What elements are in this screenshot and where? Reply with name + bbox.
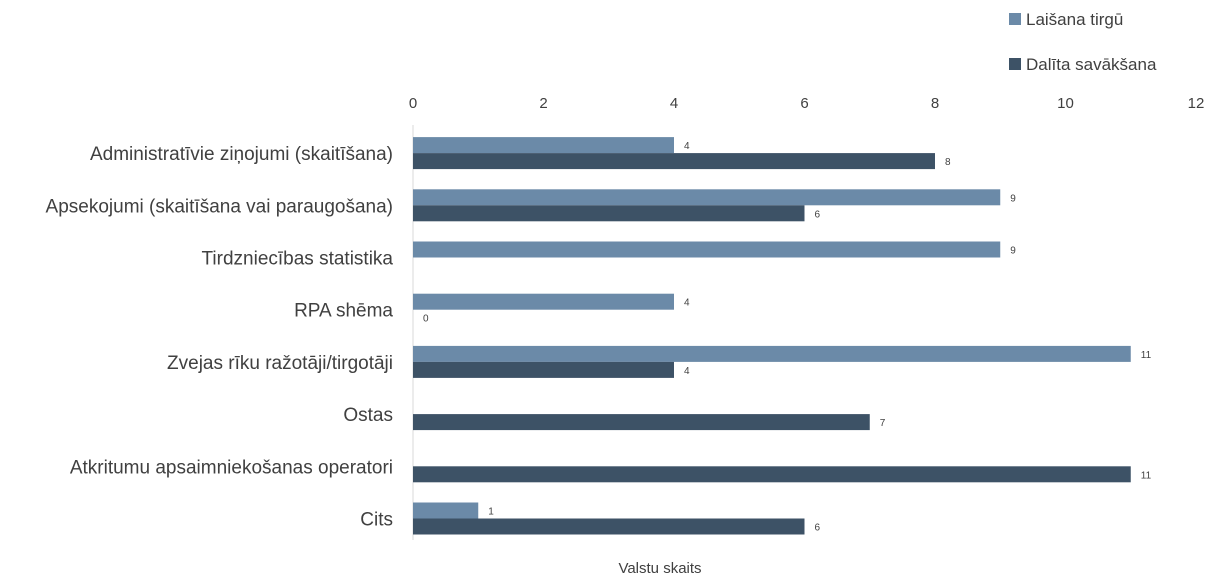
data-label: 4: [684, 141, 690, 152]
x-tick-label: 4: [670, 95, 678, 112]
category-label: Zvejas rīku ražotāji/tirgotāji: [167, 353, 393, 374]
category-label: Administratīvie ziņojumi (skaitīšana): [90, 144, 393, 165]
data-label: 8: [945, 157, 951, 168]
data-label: 4: [684, 366, 690, 377]
category-labels: Administratīvie ziņojumi (skaitīšana) Aps…: [46, 144, 394, 530]
legend-label: Dalīta savākšana: [1026, 55, 1157, 74]
bar: [413, 241, 1001, 258]
bar: [413, 502, 479, 519]
x-tick-label: 2: [539, 95, 547, 112]
bar: [413, 414, 870, 431]
bar: [413, 345, 1131, 362]
category-label: Tirdzniecības statistika: [202, 249, 394, 270]
x-tick-label: 8: [931, 95, 939, 112]
data-label: 11: [1141, 470, 1152, 481]
legend-swatch: [1009, 13, 1021, 25]
x-axis-title: Valstu skaits: [618, 560, 701, 577]
bar: [413, 518, 805, 535]
bar: [413, 189, 1001, 206]
data-label: 9: [1010, 246, 1016, 257]
legend-label: Laišana tirgū: [1026, 10, 1123, 29]
data-label: 7: [880, 418, 886, 429]
data-label: 1: [488, 507, 494, 518]
x-tick-label: 12: [1188, 95, 1205, 112]
legend-swatch: [1009, 58, 1021, 70]
bar: [413, 137, 674, 154]
data-label: 0: [423, 314, 429, 325]
bar: [413, 361, 674, 378]
category-label: Cits: [360, 510, 393, 531]
category-label: RPA shēma: [294, 301, 393, 322]
bar: [413, 293, 674, 310]
x-tick-label: 10: [1057, 95, 1074, 112]
x-axis-ticks: 0 2 4 6 8 10 12: [409, 95, 1205, 112]
category-label: Atkritumu apsaimniekošanas operatori: [70, 457, 393, 478]
legend: Laišana tirgū Dalīta savākšana: [1009, 10, 1157, 74]
data-label: 4: [684, 298, 690, 309]
data-label: 9: [1010, 193, 1016, 204]
bar: [413, 205, 805, 222]
x-tick-label: 0: [409, 95, 417, 112]
data-label: 11: [1141, 350, 1152, 361]
category-label: Apsekojumi (skaitīšana vai paraugošana): [46, 196, 393, 217]
bar: [413, 153, 935, 170]
category-label: Ostas: [343, 405, 393, 426]
data-label: 6: [815, 523, 821, 534]
data-label: 6: [815, 209, 821, 220]
bar: [413, 466, 1131, 483]
bars: [413, 137, 1131, 535]
x-tick-label: 6: [800, 95, 808, 112]
